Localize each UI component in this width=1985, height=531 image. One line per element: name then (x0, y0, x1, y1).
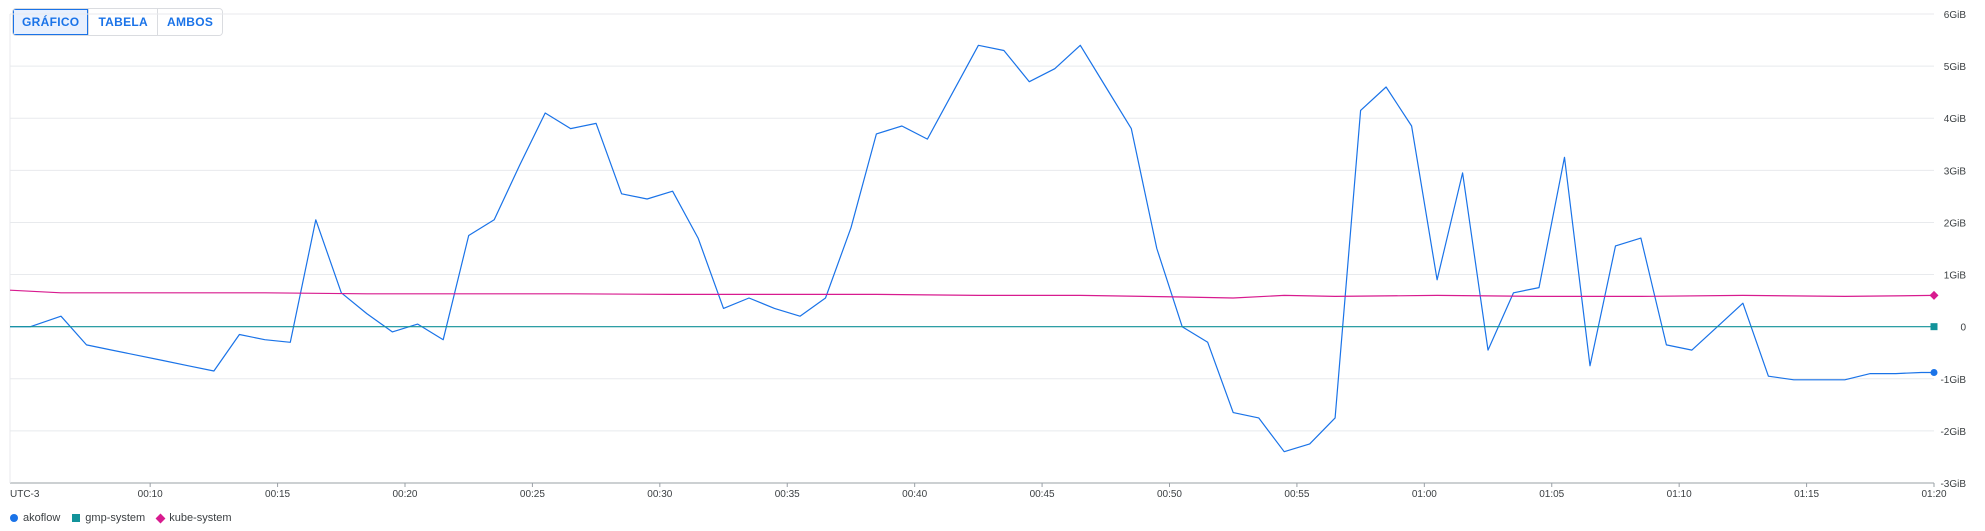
x-tick-label: 00:40 (902, 489, 927, 500)
x-tick-label: 00:45 (1030, 489, 1055, 500)
table-view-button[interactable]: TABELA (88, 9, 158, 35)
series-line-kube-system[interactable] (9, 289, 1935, 299)
series-end-marker-kube-system (1929, 290, 1939, 300)
y-tick-label: -3GiB (1940, 479, 1966, 490)
y-tick-label: 5GiB (1944, 62, 1967, 73)
x-tick-label: 00:55 (1284, 489, 1309, 500)
x-tick-label: 01:10 (1667, 489, 1692, 500)
series-line-akoflow[interactable] (10, 44, 1934, 453)
x-tick-label: 00:10 (138, 489, 163, 500)
y-tick-label: 0 (1960, 323, 1966, 334)
legend-label: gmp-system (85, 512, 146, 524)
x-tick-label: 01:15 (1794, 489, 1819, 500)
series-end-marker-gmp-system (1930, 323, 1938, 331)
legend-label: kube-system (169, 512, 232, 524)
x-tick-label: 01:05 (1539, 489, 1564, 500)
y-tick-label: 2GiB (1944, 218, 1967, 229)
y-tick-label: 4GiB (1944, 114, 1967, 125)
legend-item-gmp-system[interactable]: gmp-system (72, 512, 145, 524)
view-toggle: GRÁFICO TABELA AMBOS (12, 8, 224, 36)
x-tick-label: 01:20 (1921, 489, 1946, 500)
x-tick-label: 01:00 (1412, 489, 1437, 500)
x-tick-label: 00:35 (775, 489, 800, 500)
series-end-marker-akoflow (1930, 369, 1938, 377)
legend-item-kube-system[interactable]: kube-system (155, 512, 232, 524)
legend: akoflow gmp-system kube-system (10, 512, 232, 524)
legend-label: akoflow (23, 512, 61, 524)
diamond-marker-icon (155, 513, 166, 523)
y-tick-label: 3GiB (1944, 166, 1967, 177)
x-tick-label: 00:15 (265, 489, 290, 500)
x-tick-label: 00:30 (647, 489, 672, 500)
chart-view-button[interactable]: GRÁFICO (13, 9, 89, 35)
x-tick-label: 00:20 (392, 489, 417, 500)
y-tick-label: 6GiB (1944, 10, 1967, 21)
y-tick-label: 1GiB (1944, 271, 1967, 282)
x-timezone-label: UTC-3 (10, 489, 40, 500)
series-layer (9, 44, 1939, 453)
y-tick-label: -2GiB (1940, 427, 1966, 438)
y-tick-label: -1GiB (1940, 375, 1966, 386)
square-marker-icon (72, 514, 81, 522)
circle-marker-icon (10, 514, 18, 522)
grid (9, 13, 1934, 484)
both-view-button[interactable]: AMBOS (157, 9, 223, 35)
x-tick-label: 00:50 (1157, 489, 1182, 500)
legend-item-akoflow[interactable]: akoflow (10, 512, 60, 524)
x-tick-label: 00:25 (520, 489, 545, 500)
axis-layer: 6GiB 5GiB 4GiB 3GiB 2GiB 1GiB 0 -1GiB -2GiB -3GiB… (10, 10, 1966, 500)
